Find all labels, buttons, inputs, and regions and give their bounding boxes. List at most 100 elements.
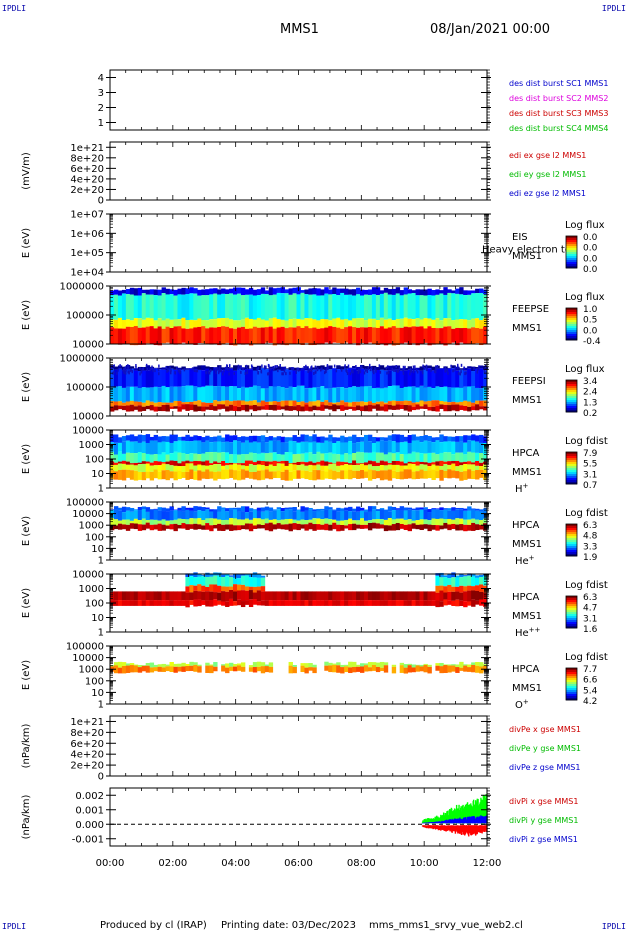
colorbar-swatch (566, 668, 577, 671)
colorbar-frame-feepse (565, 307, 578, 341)
colorbar-title-hpca_h: Log fdist (565, 436, 608, 447)
y-tick-label-feepsi: 100000 (66, 383, 104, 394)
colorbar-swatch (566, 240, 577, 243)
colorbar-swatch (566, 606, 577, 609)
colorbar-swatch (566, 262, 577, 265)
y-tick-label-hpca_he: 1 (98, 556, 104, 567)
panel-label-hpca_hepp: HPCA (512, 592, 540, 603)
colorbar-swatch (566, 680, 577, 683)
y-tick-label-hpca_hepp: 1 (98, 628, 104, 639)
panel-frame-divpi (109, 787, 488, 847)
colorbar-tick-label: 0.0 (583, 244, 598, 254)
y-tick-label-hpca_o: 100 (85, 676, 104, 687)
colorbar-tick-label: 0.0 (583, 254, 598, 264)
spectrogram-hpca_hepp (110, 572, 488, 608)
colorbar-swatch (566, 404, 577, 407)
colorbar-swatch (566, 400, 577, 403)
y-tick-label-burst: 4 (98, 73, 104, 84)
legend-entry-edi: edi ez gse l2 MMS1 (509, 189, 586, 198)
species-label-hpca_he: He+ (515, 554, 535, 567)
panel-mms-label-hpca_he: MMS1 (512, 539, 542, 550)
colorbar-swatch (566, 464, 577, 467)
colorbar-swatch (566, 676, 577, 679)
y-tick-label-eis: 1e+06 (70, 229, 104, 240)
panel-label-hpca_h: HPCA (512, 448, 540, 459)
colorbar-tick-label: 1.0 (583, 305, 598, 315)
colorbar-swatch (566, 338, 577, 341)
colorbar-swatch (566, 326, 577, 329)
colorbar-swatch (566, 242, 577, 245)
y-tick-label-divpe: 8e+20 (70, 728, 104, 739)
colorbar-swatch (566, 598, 577, 601)
y-axis-label-divpi: (nPa/km) (21, 795, 32, 840)
y-tick-label-hpca_o: 100000 (66, 642, 104, 653)
colorbar-frame-feepsi (565, 379, 578, 413)
species-label-hpca_o: O+ (515, 698, 529, 711)
x-tick-label: 06:00 (284, 858, 313, 869)
colorbar-frame-eis (565, 235, 578, 269)
panel-label-hpca_o: HPCA (512, 664, 540, 675)
colorbar-swatch (566, 678, 577, 681)
colorbar-swatch (566, 602, 577, 605)
colorbar-swatch (566, 534, 577, 537)
y-tick-label-hpca_he: 1000 (79, 521, 104, 532)
colorbar-tick-label: 0.5 (583, 316, 597, 326)
panel-burst: des dist burst SC1 MMS1 des dist burst SC… (98, 69, 608, 133)
colorbar-swatch (566, 532, 577, 535)
footer-script: mms_mms1_srvy_vue_web2.cl (369, 920, 523, 931)
panel-frame-hpca_o (109, 645, 488, 705)
colorbar-tick-label: 0.0 (583, 326, 598, 336)
y-tick-label-hpca_h: 1 (98, 484, 104, 495)
colorbar-swatch (566, 624, 577, 627)
panel-mms-label-hpca_hepp: MMS1 (512, 611, 542, 622)
colorbar-swatch (566, 392, 577, 395)
colorbar-swatch (566, 542, 577, 545)
y-tick-label-hpca_h: 100 (85, 455, 104, 466)
y-axis-label-hpca_he: E (eV) (21, 516, 32, 546)
panel-hpca_h: HPCA MMS1 H+ Log fdist 7.95.53.10.7 10000 1000… (21, 426, 608, 496)
colorbar-swatch (566, 616, 577, 619)
colorbar-swatch (566, 604, 577, 607)
colorbar-swatch (566, 538, 577, 541)
panel-feepsi: FEEPSI MMS1 Log flux 3.42.41.30.2 1000000 100… (21, 354, 605, 423)
legend-entry-burst: des dist burst SC4 MMS4 (509, 124, 608, 133)
colorbar-swatch (566, 626, 577, 629)
y-tick-label-hpca_hepp: 10 (91, 613, 104, 624)
colorbar-swatch (566, 380, 577, 383)
colorbar-swatch (566, 316, 577, 319)
colorbar-swatch (566, 336, 577, 339)
panel-label-feepse: FEEPSE (512, 304, 549, 315)
colorbar-tick-label: 0.2 (583, 409, 597, 419)
colorbar-swatch (566, 386, 577, 389)
y-axis-label-divpe: (nPa/km) (21, 724, 32, 769)
colorbar-swatch (566, 468, 577, 471)
panel-mms-label-hpca_h: MMS1 (512, 467, 542, 478)
colorbar-swatch (566, 460, 577, 463)
footer-produced: Produced by cl (IRAP) (100, 920, 207, 931)
colorbar-title-feepsi: Log flux (565, 364, 605, 375)
panel-frame-divpe (109, 715, 488, 777)
colorbar-swatch (566, 684, 577, 687)
panel-frame-burst (109, 69, 488, 131)
page-title: MMS1 (280, 22, 319, 37)
colorbar-swatch (566, 458, 577, 461)
colorbar-swatch (566, 536, 577, 539)
legend-entry-divpi: divPi z gse MMS1 (509, 835, 578, 844)
y-tick-label-edi: 4e+20 (70, 174, 104, 185)
colorbar-swatch (566, 696, 577, 699)
colorbar-swatch (566, 248, 577, 251)
colorbar-swatch (566, 456, 577, 459)
y-tick-label-divpe: 6e+20 (70, 739, 104, 750)
colorbar-swatch (566, 314, 577, 317)
colorbar-swatch (566, 608, 577, 611)
colorbar-swatch (566, 266, 577, 269)
x-tick-label: 00:00 (96, 858, 125, 869)
y-tick-label-eis: 1e+04 (70, 268, 104, 279)
colorbar-swatch (566, 612, 577, 615)
colorbar-swatch (566, 550, 577, 553)
legend-entry-divpi: divPi y gse MMS1 (509, 816, 578, 825)
colorbar-tick-label: 1.9 (583, 553, 598, 563)
legend-entry-edi: edi ey gse l2 MMS1 (509, 170, 587, 179)
